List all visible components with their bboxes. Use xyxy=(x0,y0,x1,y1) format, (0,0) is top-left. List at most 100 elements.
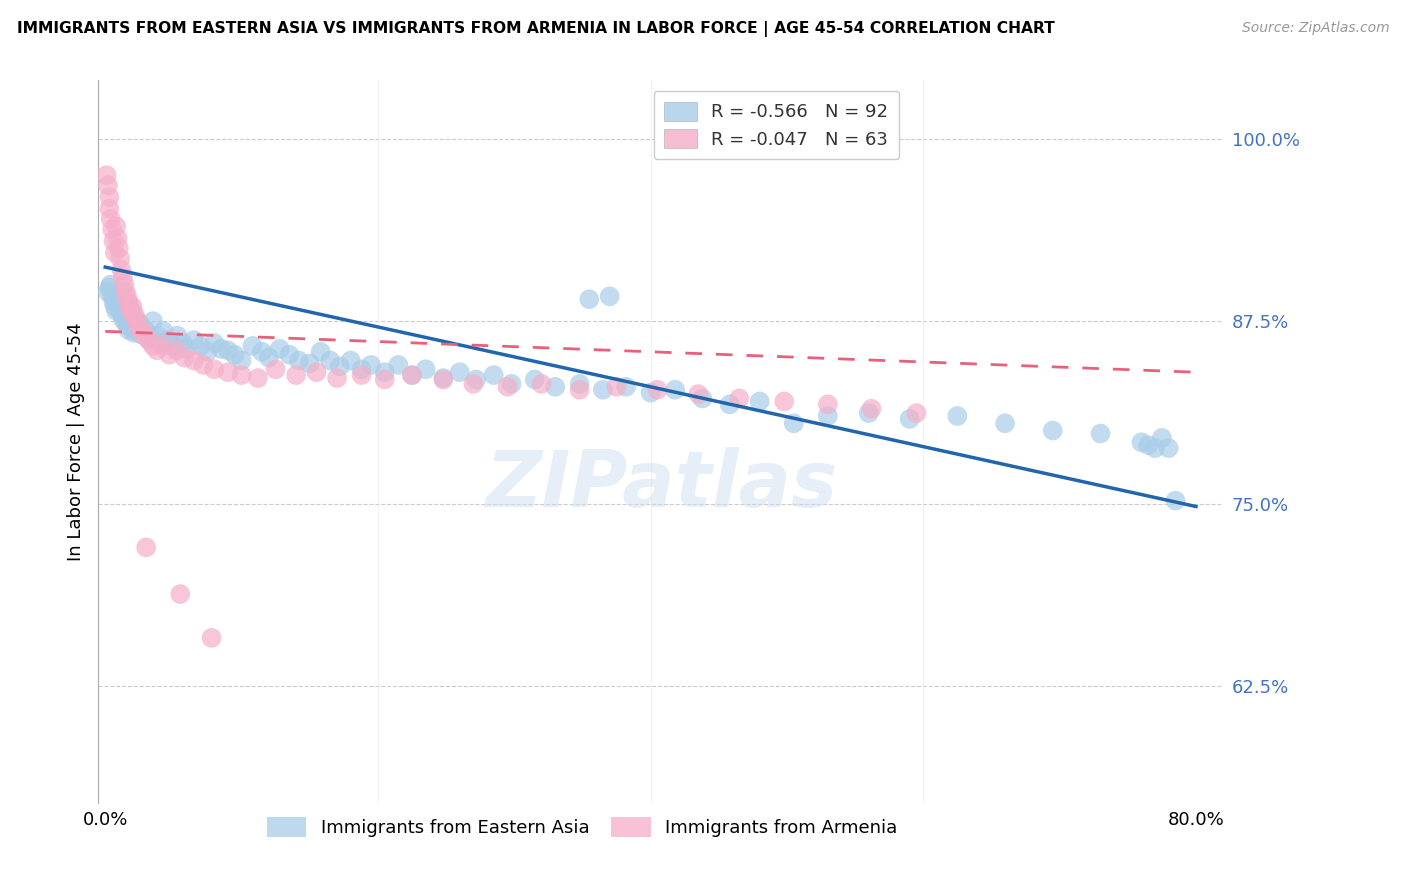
Point xyxy=(319,353,342,368)
Point xyxy=(217,343,239,358)
Point xyxy=(1144,441,1167,455)
Point xyxy=(138,333,160,347)
Point xyxy=(1090,426,1112,441)
Point xyxy=(103,295,125,310)
Point xyxy=(98,280,121,294)
Point xyxy=(1130,435,1153,450)
Point xyxy=(98,202,121,216)
Point xyxy=(105,219,128,234)
Point xyxy=(134,328,156,343)
Point xyxy=(103,234,125,248)
Point xyxy=(122,326,145,340)
Text: IMMIGRANTS FROM EASTERN ASIA VS IMMIGRANTS FROM ARMENIA IN LABOR FORCE | AGE 45-: IMMIGRANTS FROM EASTERN ASIA VS IMMIGRAN… xyxy=(17,21,1054,37)
Point xyxy=(118,310,141,324)
Point xyxy=(246,371,269,385)
Point xyxy=(339,353,361,368)
Point xyxy=(463,376,485,391)
Point xyxy=(202,362,225,376)
Point xyxy=(374,365,396,379)
Point xyxy=(305,365,328,379)
Point xyxy=(117,323,139,337)
Point xyxy=(135,324,157,338)
Point xyxy=(125,324,148,338)
Point xyxy=(111,270,134,285)
Point xyxy=(1137,438,1160,452)
Point xyxy=(326,371,349,385)
Point xyxy=(115,318,138,333)
Point xyxy=(193,358,215,372)
Point xyxy=(329,359,352,374)
Point xyxy=(132,321,155,335)
Point xyxy=(200,631,222,645)
Point xyxy=(112,308,135,322)
Point xyxy=(110,307,132,321)
Point xyxy=(100,211,122,226)
Point xyxy=(152,339,174,353)
Point xyxy=(173,351,195,365)
Point xyxy=(278,348,301,362)
Point xyxy=(496,380,519,394)
Point xyxy=(946,409,969,423)
Point xyxy=(578,292,600,306)
Point xyxy=(138,333,160,347)
Point xyxy=(125,314,148,328)
Point xyxy=(1157,441,1180,455)
Point xyxy=(1150,431,1173,445)
Point xyxy=(110,263,132,277)
Point xyxy=(105,304,128,318)
Point xyxy=(122,307,145,321)
Point xyxy=(692,392,714,406)
Point xyxy=(131,324,153,338)
Point xyxy=(110,302,132,317)
Point xyxy=(647,383,669,397)
Point xyxy=(614,380,637,394)
Point xyxy=(120,316,142,330)
Point xyxy=(107,231,129,245)
Point xyxy=(449,365,471,379)
Point xyxy=(110,252,132,266)
Point xyxy=(114,285,136,299)
Point xyxy=(605,380,627,394)
Point xyxy=(108,241,131,255)
Point xyxy=(104,300,127,314)
Point xyxy=(96,168,118,182)
Point xyxy=(121,300,143,314)
Point xyxy=(288,353,311,368)
Point xyxy=(169,587,191,601)
Point xyxy=(128,316,150,330)
Point xyxy=(100,277,122,292)
Point xyxy=(269,342,291,356)
Point xyxy=(523,372,546,386)
Text: ZIPatlas: ZIPatlas xyxy=(485,447,837,523)
Point xyxy=(401,368,423,383)
Point xyxy=(817,409,839,423)
Point xyxy=(568,376,591,391)
Point xyxy=(121,321,143,335)
Point xyxy=(142,314,165,328)
Point xyxy=(860,401,883,416)
Point xyxy=(465,372,488,386)
Point xyxy=(98,190,121,204)
Point xyxy=(135,541,157,555)
Point xyxy=(688,387,710,401)
Point xyxy=(124,318,146,333)
Point xyxy=(142,339,165,353)
Point xyxy=(1042,424,1064,438)
Point xyxy=(101,289,124,303)
Point xyxy=(501,376,523,391)
Point xyxy=(482,368,505,383)
Point xyxy=(432,371,454,385)
Point xyxy=(640,385,662,400)
Point xyxy=(183,333,205,347)
Point xyxy=(374,372,396,386)
Point xyxy=(360,358,382,372)
Point xyxy=(415,362,437,376)
Point xyxy=(128,321,150,335)
Point xyxy=(149,336,172,351)
Point xyxy=(250,344,273,359)
Point xyxy=(224,348,246,362)
Point xyxy=(309,344,332,359)
Point xyxy=(350,362,373,376)
Point xyxy=(172,336,194,351)
Point xyxy=(432,372,454,386)
